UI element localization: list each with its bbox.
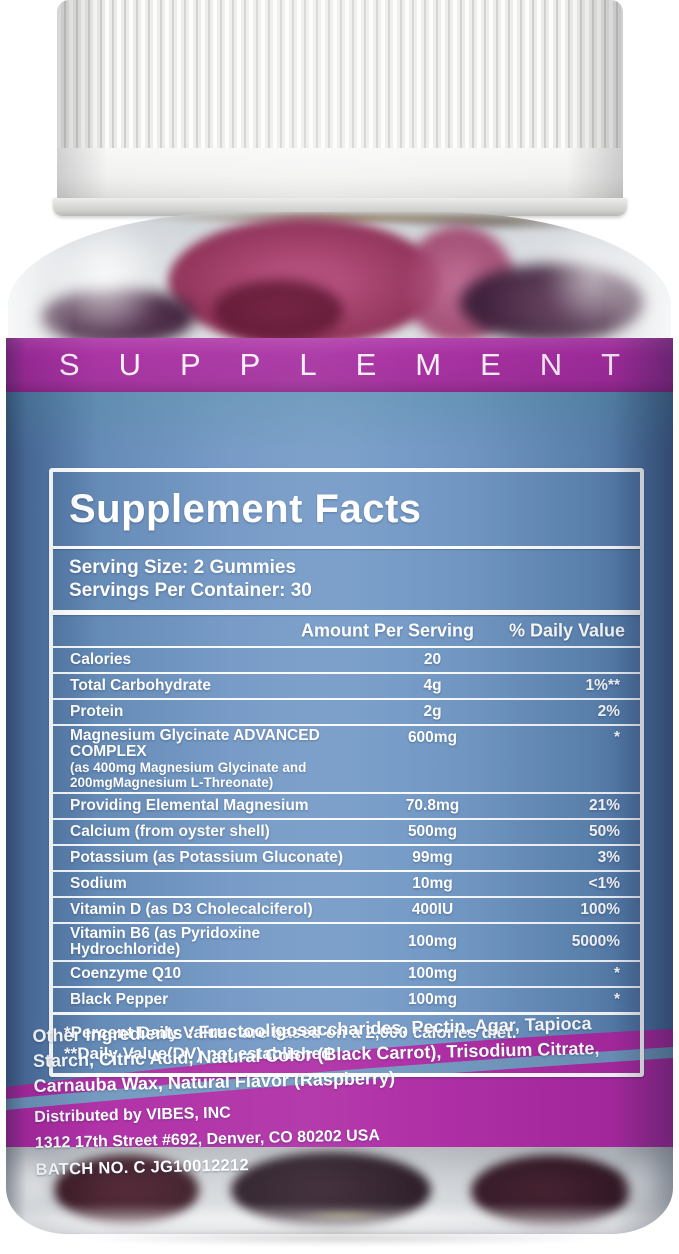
row-name: Black Pepper	[70, 991, 169, 1008]
row-name-main: Magnesium Glycinate ADVANCED COMPLEX	[70, 727, 320, 760]
row-dv: 2%	[597, 703, 620, 720]
row-amount: 600mg	[407, 729, 458, 746]
row-dv: 1%**	[585, 677, 620, 694]
footnote-dv-not-established: **Daily Value(DV) not established	[64, 1044, 332, 1063]
servings-per-container: Servings Per Container: 30	[69, 580, 312, 601]
thick-divider	[53, 610, 640, 615]
table-row: Vitamin D (as D3 Cholecalciferol) 400IU …	[53, 896, 640, 922]
label: SUPPLEMENT Supplement Facts Serving Size…	[6, 338, 673, 1179]
bottle-neck-glass	[8, 212, 671, 338]
row-name: Vitamin B6 (as Pyridoxine Hydrochloride)	[70, 925, 261, 958]
serving-size: Serving Size: 2 Gummies	[69, 557, 297, 578]
row-dv: 100%	[580, 901, 620, 918]
row-dv: *	[613, 729, 620, 746]
row-name: Total Carbohydrate	[70, 677, 211, 694]
row-dv: *	[613, 991, 620, 1008]
row-name: Providing Elemental Magnesium	[70, 797, 309, 814]
column-amount: Amount Per Serving	[300, 620, 474, 640]
row-amount: 100mg	[407, 933, 458, 950]
label-blue-background: Supplement Facts Serving Size: 2 Gummies…	[6, 392, 673, 1179]
column-daily-value: % Daily Value	[508, 620, 625, 640]
panel-title: Supplement Facts	[69, 486, 422, 531]
row-name: Magnesium Glycinate ADVANCED COMPLEX (as…	[53, 726, 365, 792]
supplement-band: SUPPLEMENT	[6, 338, 673, 399]
row-dv: 5000%	[571, 933, 620, 950]
row-amount: 4g	[423, 677, 442, 694]
table-row: Magnesium Glycinate ADVANCED COMPLEX (as…	[53, 724, 640, 792]
glass-sheen	[8, 212, 671, 338]
row-name: Potassium (as Potassium Gluconate)	[70, 849, 344, 866]
row-dv: 3%	[597, 849, 620, 866]
row-name-sub1: (as 400mg Magnesium Glycinate and	[70, 760, 307, 775]
table-row: Calories 20	[53, 646, 640, 672]
cap-shading	[57, 0, 623, 212]
row-amount: 99mg	[412, 849, 453, 866]
row-name: Protein	[70, 703, 124, 720]
table-row: Total Carbohydrate 4g 1%**	[53, 672, 640, 698]
row-name: Coenzyme Q10	[70, 965, 182, 982]
divider	[53, 546, 640, 549]
other-ingredients: Other Ingredients : Fructooligosaccharid…	[32, 1013, 600, 1097]
row-amount: 70.8mg	[405, 797, 460, 814]
row-name-sub2: 200mgMagnesium L-Threonate)	[70, 775, 274, 790]
footnotes: *Percent Daily Values are based on a 2,0…	[53, 1012, 640, 1073]
table-row: Providing Elemental Magnesium 70.8mg 21%	[53, 792, 640, 818]
table-header: Amount Per Serving % Daily Value	[53, 615, 640, 646]
cap-ridges	[57, 0, 623, 150]
table-row: Protein 2g 2%	[53, 698, 640, 724]
row-dv: 21%	[588, 797, 620, 814]
label-lower-text: Other Ingredients : Fructooligosaccharid…	[32, 1010, 649, 1184]
supplement-facts-panel: Supplement Facts Serving Size: 2 Gummies…	[49, 468, 644, 1077]
row-amount: 100mg	[407, 965, 458, 982]
table-row: Calcium (from oyster shell) 500mg 50%	[53, 818, 640, 844]
bottle-body: SUPPLEMENT Supplement Facts Serving Size…	[6, 212, 673, 1234]
row-name: Sodium	[70, 875, 127, 892]
row-amount: 500mg	[407, 823, 458, 840]
table-row: Vitamin B6 (as Pyridoxine Hydrochloride)…	[53, 922, 640, 960]
band-title: SUPPLEMENT	[58, 347, 660, 382]
row-name: Calories	[70, 651, 132, 668]
bottle-cap	[57, 0, 623, 212]
row-dv: <1%	[588, 875, 620, 892]
label-swoosh-graphic	[6, 1029, 673, 1147]
row-amount: 10mg	[412, 875, 453, 892]
bottle-bottom-glass	[6, 1147, 673, 1234]
row-amount: 20	[423, 651, 442, 668]
cap-lip	[53, 198, 627, 216]
row-dv: *	[613, 965, 620, 982]
footnote-percent-dv: *Percent Daily Values are based on a 2,0…	[64, 1023, 517, 1042]
row-dv: 50%	[588, 823, 620, 840]
row-amount: 2g	[423, 703, 442, 720]
bottle-shadow	[70, 1230, 610, 1246]
serving-info: Serving Size: 2 Gummies Servings Per Con…	[53, 549, 640, 610]
row-amount: 400IU	[411, 901, 454, 918]
table-row: Coenzyme Q10 100mg *	[53, 960, 640, 986]
table-row: Potassium (as Potassium Gluconate) 99mg …	[53, 844, 640, 870]
table-row: Black Pepper 100mg *	[53, 986, 640, 1012]
row-name: Calcium (from oyster shell)	[70, 823, 270, 840]
table-row: Sodium 10mg <1%	[53, 870, 640, 896]
row-amount: 100mg	[407, 991, 458, 1008]
glass-bottom-sheen	[6, 1203, 673, 1234]
row-name: Vitamin D (as D3 Cholecalciferol)	[70, 901, 313, 918]
